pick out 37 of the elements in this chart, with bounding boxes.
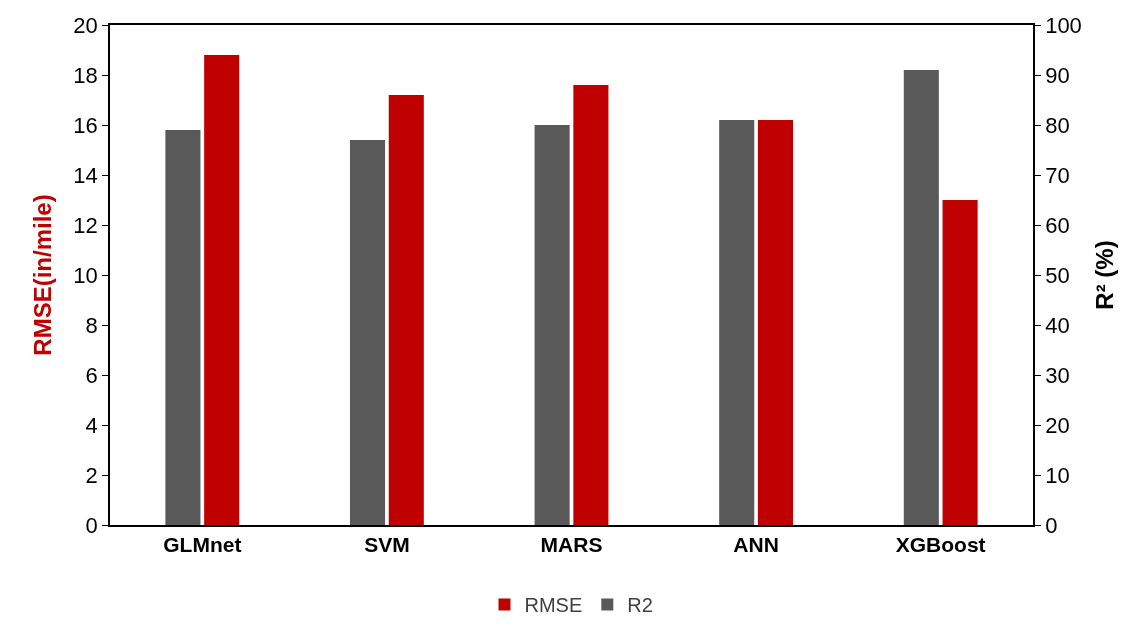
y-tick-label: 8 [85,312,98,338]
x-tick-label: ANN [733,532,779,556]
y2-tick-label: 100 [1045,12,1082,38]
y-tick-label: 6 [85,362,98,388]
y2-tick-label: 70 [1045,162,1070,188]
y2-tick-label: 0 [1045,512,1058,538]
y2-tick-label: 60 [1045,212,1070,238]
y2-tick-label: 40 [1045,312,1070,338]
y-tick-label: 2 [85,462,98,488]
legend-label: R2 [627,594,653,617]
x-tick-label: GLMnet [163,532,242,556]
y-tick-label: 12 [73,212,98,238]
y2-axis-title: R² (%) [1090,240,1118,310]
bar [903,70,939,525]
y2-tick-label: 50 [1045,262,1070,288]
y-tick-label: 18 [73,62,98,88]
bar [534,125,570,525]
bar [942,200,978,525]
x-tick-label: XGBoost [895,532,986,556]
y2-tick-label: 20 [1045,412,1070,438]
y2-tick-label: 30 [1045,362,1070,388]
y-tick-label: 4 [85,412,98,438]
bar [573,85,609,525]
x-tick-label: SVM [364,532,410,556]
y-tick-label: 10 [73,262,98,288]
y-tick-label: 0 [85,512,98,538]
y-tick-label: 20 [73,12,98,38]
y2-tick-label: 80 [1045,112,1070,138]
y-axis-title: RMSE(in/mile) [28,194,56,356]
y2-tick-label: 90 [1045,62,1070,88]
legend-label: RMSE [524,594,583,617]
y-tick-label: 14 [73,162,98,188]
x-tick-label: MARS [540,532,603,556]
bar [165,130,201,525]
y2-tick-label: 10 [1045,462,1070,488]
y-tick-label: 16 [73,112,98,138]
bar [204,55,240,525]
